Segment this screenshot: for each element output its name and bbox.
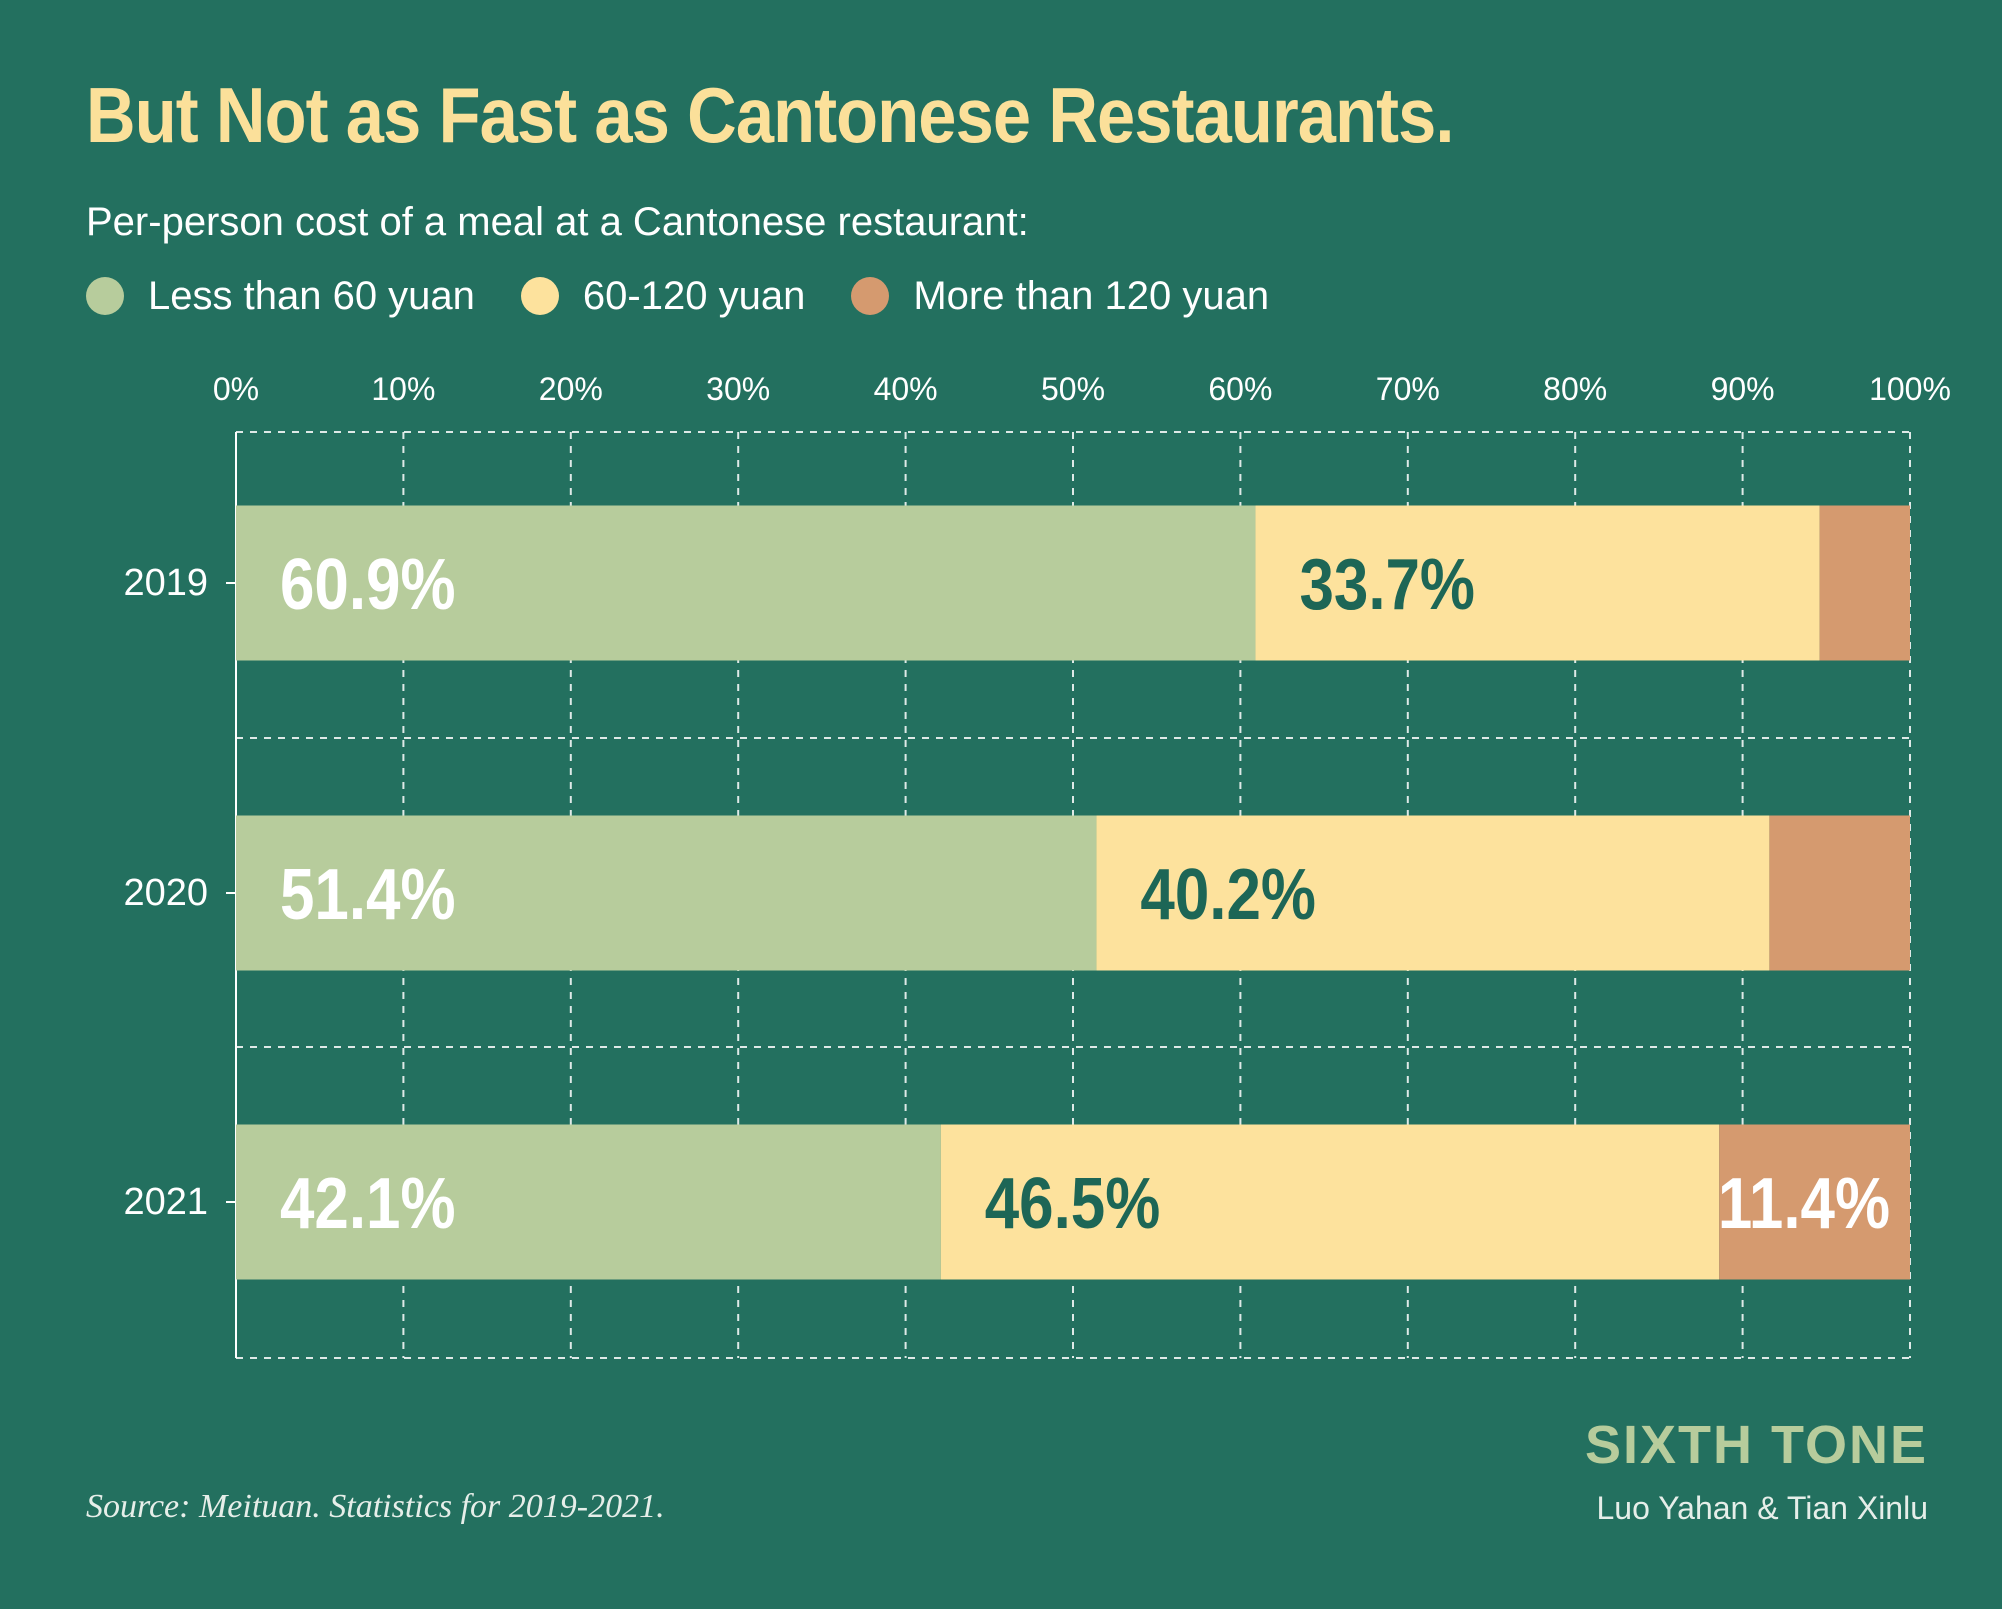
author-credit: Luo Yahan & Tian Xinlu <box>1596 1490 1928 1526</box>
legend-item-60-120: 60-120 yuan <box>520 273 806 319</box>
bar-2020-series-2 <box>1769 815 1910 971</box>
chart-subtitle: Per-person cost of a meal at a Cantonese… <box>86 200 1029 244</box>
x-tick-label-10: 100% <box>1869 371 1951 407</box>
legend-swatch-less-than-60 <box>86 277 124 315</box>
x-tick-label-8: 80% <box>1543 371 1607 407</box>
legend-swatch-60-120 <box>520 277 559 315</box>
bar-2021-series-1 <box>940 1124 1720 1280</box>
data-label-2020-series-1: 40.2% <box>1140 855 1316 935</box>
legend-item-more-than-120: More than 120 yuan <box>851 274 1269 319</box>
bar-2019-series-1 <box>1255 505 1820 661</box>
y-tick-label-2021: 2021 <box>123 1181 208 1223</box>
data-label-2020-series-0: 51.4% <box>280 855 456 935</box>
bar-2021-series-2 <box>1719 1124 1910 1280</box>
data-label-2021-series-0: 42.1% <box>280 1164 456 1244</box>
x-tick-label-4: 40% <box>874 371 938 407</box>
legend-item-less-than-60: Less than 60 yuan <box>86 274 475 319</box>
x-tick-label-2: 20% <box>539 371 603 407</box>
bar-2021-series-0 <box>236 1124 941 1280</box>
bar-2020-series-1 <box>1096 815 1770 971</box>
data-label-2021-series-1: 46.5% <box>985 1164 1161 1244</box>
legend-label-more-than-120: More than 120 yuan <box>913 273 1270 318</box>
legend-label-60-120: 60-120 yuan <box>582 273 806 318</box>
data-label-2019-series-0: 60.9% <box>280 545 456 625</box>
x-tick-label-3: 30% <box>706 371 770 407</box>
x-tick-label-5: 50% <box>1041 371 1105 407</box>
source-note: Source: Meituan. Statistics for 2019-202… <box>86 1488 665 1525</box>
legend: Less than 60 yuan 60-120 yuan More than … <box>86 270 1315 322</box>
data-label-2019-series-1: 33.7% <box>1299 545 1475 625</box>
legend-label-less-than-60: Less than 60 yuan <box>148 273 475 318</box>
bar-2019-series-0 <box>236 505 1256 661</box>
legend-swatch-more-than-120 <box>851 277 890 315</box>
x-tick-label-0: 0% <box>213 371 259 407</box>
y-tick-label-2019: 2019 <box>123 562 208 604</box>
brand-logo: SIXTH TONE <box>1584 1415 1928 1475</box>
x-tick-label-6: 60% <box>1208 371 1272 407</box>
x-tick-label-1: 10% <box>371 371 435 407</box>
y-tick-label-2020: 2020 <box>123 872 208 914</box>
chart-title: But Not as Fast as Cantonese Restaurants… <box>86 71 1454 159</box>
x-tick-label-7: 70% <box>1376 371 1440 407</box>
x-tick-label-9: 90% <box>1711 371 1775 407</box>
data-label-2021-series-2: 11.4% <box>1718 1164 1890 1244</box>
bar-2020-series-0 <box>236 815 1097 971</box>
bar-2019-series-2 <box>1819 505 1910 661</box>
